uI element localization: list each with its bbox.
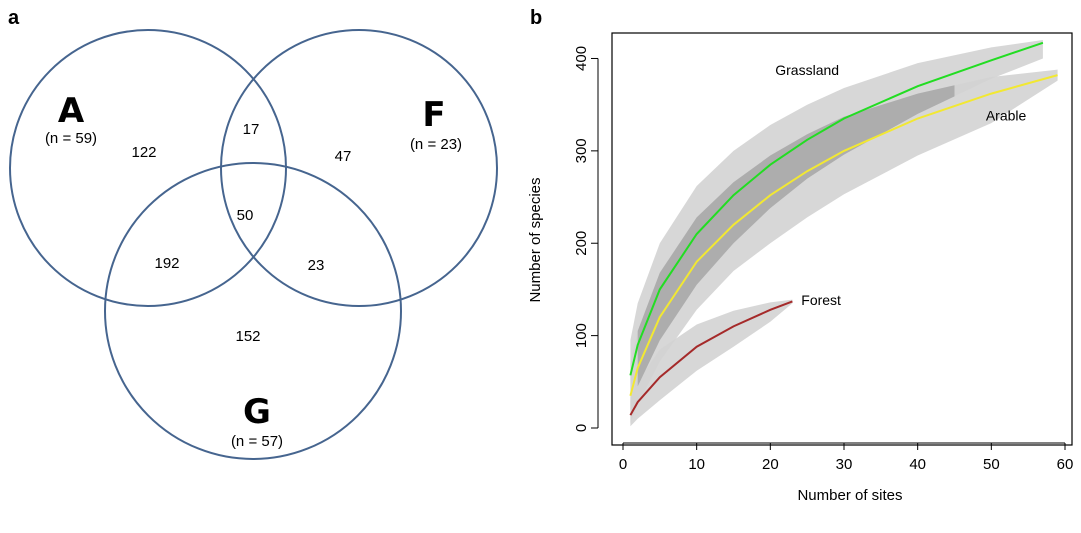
x-tick-label: 30 xyxy=(836,456,853,473)
y-tick-label: 100 xyxy=(573,323,590,348)
region-a-f: 17 xyxy=(243,121,260,138)
region-a-g: 192 xyxy=(154,255,179,272)
band-overlap xyxy=(637,85,955,387)
set-letter-g: G xyxy=(243,392,271,432)
series-labels: Grassland Arable Forest xyxy=(775,62,1026,308)
region-f-g: 23 xyxy=(308,257,325,274)
y-tick-label: 0 xyxy=(573,424,590,432)
x-axis-title: Number of sites xyxy=(797,487,902,504)
y-axis-title: Number of species xyxy=(527,177,544,302)
region-a-f-g: 50 xyxy=(237,207,254,224)
line-arable xyxy=(629,74,1058,396)
rarefaction-chart: b 0 10 20 30 40 50 60 0 100 200 300 400 Number of s… xyxy=(527,7,1073,504)
panel-label-a: a xyxy=(8,7,20,29)
set-count-a: (n = 59) xyxy=(45,130,97,147)
venn-diagram: a A (n = 59) F (n = 23) G (n = 57) 122 1… xyxy=(8,7,498,460)
band-forest xyxy=(630,299,793,427)
x-tick-label: 60 xyxy=(1057,456,1074,473)
set-letter-a: A xyxy=(58,91,85,131)
x-tick-label: 50 xyxy=(983,456,1000,473)
y-tick-label: 400 xyxy=(573,46,590,71)
region-a-only: 122 xyxy=(131,144,156,161)
series-label-arable: Arable xyxy=(986,107,1027,123)
panel-label-b: b xyxy=(530,7,542,29)
series-label-forest: Forest xyxy=(801,292,841,308)
x-tick-label: 0 xyxy=(619,456,627,473)
plot-frame xyxy=(611,32,1073,446)
x-tick-label: 40 xyxy=(909,456,926,473)
line-grassland xyxy=(629,41,1044,376)
series-lines xyxy=(629,41,1058,416)
y-tick-label: 300 xyxy=(573,138,590,163)
set-letter-f: F xyxy=(422,95,445,135)
series-label-grassland: Grassland xyxy=(775,62,839,78)
venn-circle-g xyxy=(104,162,402,460)
axes: 0 10 20 30 40 50 60 0 100 200 300 400 xyxy=(573,46,1073,473)
set-count-f: (n = 23) xyxy=(410,136,462,153)
x-tick-label: 10 xyxy=(688,456,705,473)
y-tick-label: 200 xyxy=(573,231,590,256)
x-tick-label: 20 xyxy=(762,456,779,473)
region-f-only: 47 xyxy=(335,148,352,165)
venn-circle-a xyxy=(9,29,287,307)
set-count-g: (n = 57) xyxy=(231,433,283,450)
confidence-bands xyxy=(630,40,1058,427)
region-g-only: 152 xyxy=(235,328,260,345)
venn-circle-f xyxy=(220,29,498,307)
line-forest xyxy=(629,300,793,416)
